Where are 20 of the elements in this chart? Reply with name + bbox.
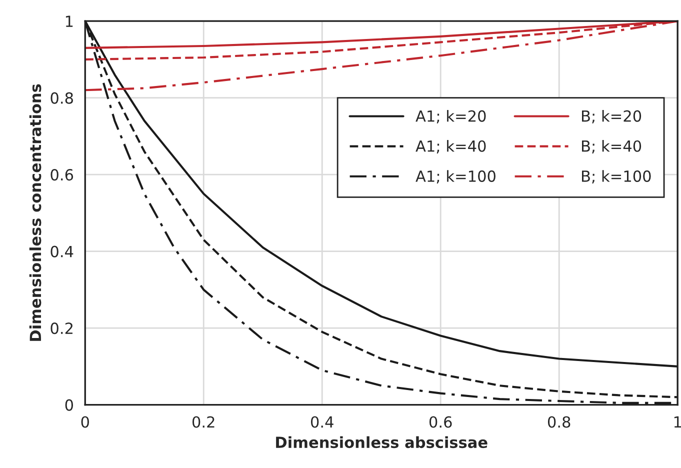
x-tick-label: 0.2 <box>192 416 214 428</box>
x-tick-label: 0.8 <box>548 416 570 428</box>
legend-label: B; k=100 <box>582 170 651 184</box>
legend-label: A1; k=40 <box>416 140 486 154</box>
x-tick-label: 0.6 <box>429 416 452 428</box>
x-axis-title: Dimensionless abscissae <box>276 436 488 448</box>
y-tick-label: 0.4 <box>50 246 74 258</box>
x-tick-label: 0.4 <box>310 416 334 428</box>
legend-label: B; k=40 <box>582 140 642 154</box>
legend-label: A1; k=20 <box>416 110 486 124</box>
x-tick-label: 0 <box>81 416 89 428</box>
x-tick-label: 1 <box>674 416 681 428</box>
y-tick-label: 0.8 <box>50 92 73 104</box>
y-tick-label: 0.2 <box>50 322 72 334</box>
legend-label: A1; k=100 <box>416 170 496 184</box>
y-tick-label: 0 <box>65 399 73 411</box>
y-tick-label: 0.6 <box>50 169 74 181</box>
y-tick-label: 1 <box>66 16 73 27</box>
y-axis-title: Dimensionless concentrations <box>29 84 42 341</box>
legend-label: B; k=20 <box>582 110 642 124</box>
